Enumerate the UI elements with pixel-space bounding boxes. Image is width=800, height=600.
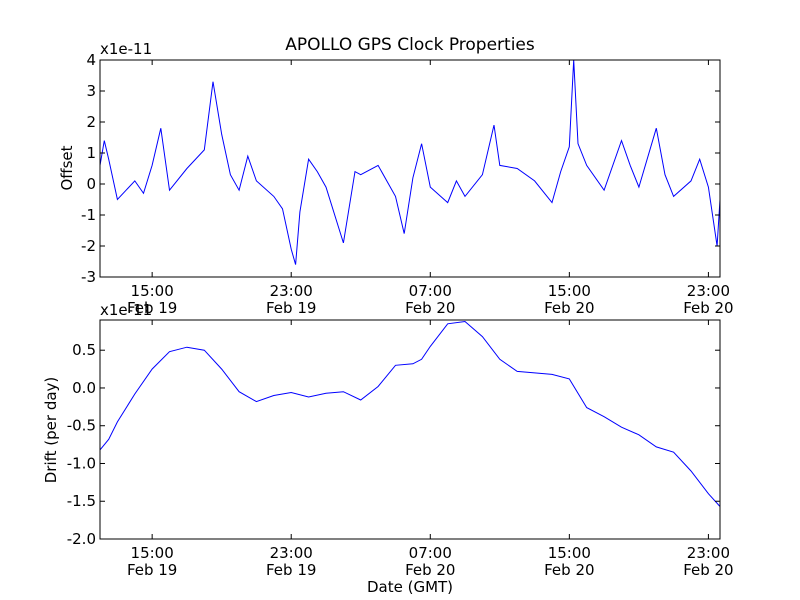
offset-y-tick-label: -3 bbox=[81, 268, 96, 286]
figure-title: APOLLO GPS Clock Properties bbox=[285, 35, 535, 55]
offset-y-tick-label: 0 bbox=[86, 175, 96, 193]
drift-x-tick-time: 23:00 bbox=[687, 544, 730, 562]
offset-y-multiplier: x1e-11 bbox=[100, 40, 152, 58]
drift-x-tick-date: Feb 19 bbox=[127, 561, 177, 579]
offset-y-tick-label: -2 bbox=[81, 237, 96, 255]
offset-y-tick-label: 4 bbox=[86, 51, 96, 69]
drift-x-tick-time: 07:00 bbox=[409, 544, 452, 562]
offset-x-tick-time: 15:00 bbox=[548, 282, 591, 300]
drift-axes-frame bbox=[99, 319, 721, 540]
offset-x-tick-date: Feb 20 bbox=[544, 299, 594, 317]
drift-series-line bbox=[99, 320, 721, 507]
drift-x-tick-date: Feb 20 bbox=[683, 561, 733, 579]
offset-y-ticks: 4 3 2 1 0 -1 -2 -3 bbox=[81, 51, 720, 286]
drift-y-tick-label: 0.5 bbox=[72, 341, 96, 359]
offset-x-tick-date: Feb 19 bbox=[127, 299, 177, 317]
offset-x-tick-date: Feb 20 bbox=[683, 299, 733, 317]
offset-x-tick-time: 07:00 bbox=[409, 282, 452, 300]
offset-x-tick-time: 23:00 bbox=[270, 282, 313, 300]
offset-y-tick-label: 2 bbox=[86, 113, 96, 131]
drift-y-tick-label: 0.0 bbox=[72, 379, 96, 397]
drift-y-tick-label: -1.5 bbox=[67, 492, 96, 510]
offset-x-tick-time: 15:00 bbox=[131, 282, 174, 300]
offset-y-axis-label: Offset bbox=[58, 145, 76, 190]
offset-x-tick-date: Feb 19 bbox=[266, 299, 316, 317]
offset-axes-frame bbox=[99, 59, 721, 278]
offset-y-tick-label: 3 bbox=[86, 82, 96, 100]
offset-y-tick-label: -1 bbox=[81, 206, 96, 224]
drift-y-tick-label: -1.0 bbox=[67, 454, 96, 472]
offset-series-line bbox=[99, 59, 721, 265]
drift-y-tick-label: -2.0 bbox=[67, 530, 96, 548]
drift-y-tick-label: -0.5 bbox=[67, 417, 96, 435]
offset-x-tick-time: 23:00 bbox=[687, 282, 730, 300]
drift-x-tick-time: 15:00 bbox=[548, 544, 591, 562]
offset-x-tick-date: Feb 20 bbox=[405, 299, 455, 317]
drift-y-axis-label: Drift (per day) bbox=[42, 377, 60, 484]
drift-x-tick-date: Feb 19 bbox=[266, 561, 316, 579]
drift-x-tick-time: 23:00 bbox=[270, 544, 313, 562]
drift-x-tick-date: Feb 20 bbox=[405, 561, 455, 579]
offset-y-tick-label: 1 bbox=[86, 144, 96, 162]
x-axis-label: Date (GMT) bbox=[367, 578, 453, 596]
drift-y-multiplier: x1e-11 bbox=[100, 301, 152, 319]
drift-x-tick-time: 15:00 bbox=[131, 544, 174, 562]
drift-y-ticks: 0.5 0.0 -0.5 -1.0 -1.5 -2.0 bbox=[67, 341, 720, 548]
drift-x-tick-date: Feb 20 bbox=[544, 561, 594, 579]
